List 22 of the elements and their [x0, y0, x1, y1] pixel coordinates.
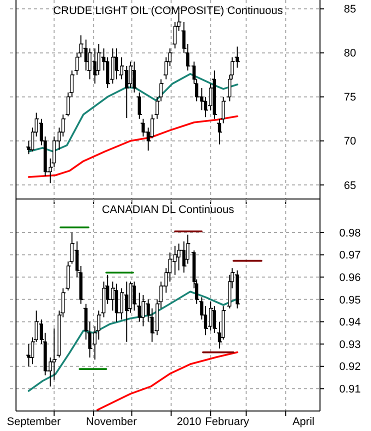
- y-tick-label: 75: [344, 92, 356, 104]
- x-tick-label: April: [292, 416, 314, 428]
- x-tick-label: February: [205, 416, 250, 428]
- text: CANADIAN DL Continuous: [102, 204, 235, 216]
- y-tick-label: 0.94: [339, 316, 361, 329]
- y-tick-label: 85: [344, 4, 356, 16]
- line-series: [96, 351, 238, 411]
- y-tick-label: 0.96: [339, 272, 361, 284]
- y-tick-label: 80: [344, 48, 356, 60]
- y-tick-label: 0.98: [339, 227, 361, 240]
- x-tick-label: September: [6, 416, 62, 428]
- y-tick-label: 0.97: [339, 250, 361, 262]
- line-series: [28, 115, 238, 178]
- y-tick-label: 0.92: [339, 361, 361, 374]
- y-tick-label: 65: [344, 180, 356, 192]
- x-tick-label: 2010: [176, 416, 202, 428]
- y-tick-label: 0.93: [339, 338, 361, 351]
- text: CRUDE LIGHT OIL (COMPOSITE) Continuous: [53, 5, 284, 17]
- y-tick-label: 70: [344, 136, 356, 148]
- y-tick-label: 0.91: [339, 384, 361, 396]
- x-tick-label: November: [86, 416, 138, 428]
- y-tick-label: 0.95: [339, 294, 361, 306]
